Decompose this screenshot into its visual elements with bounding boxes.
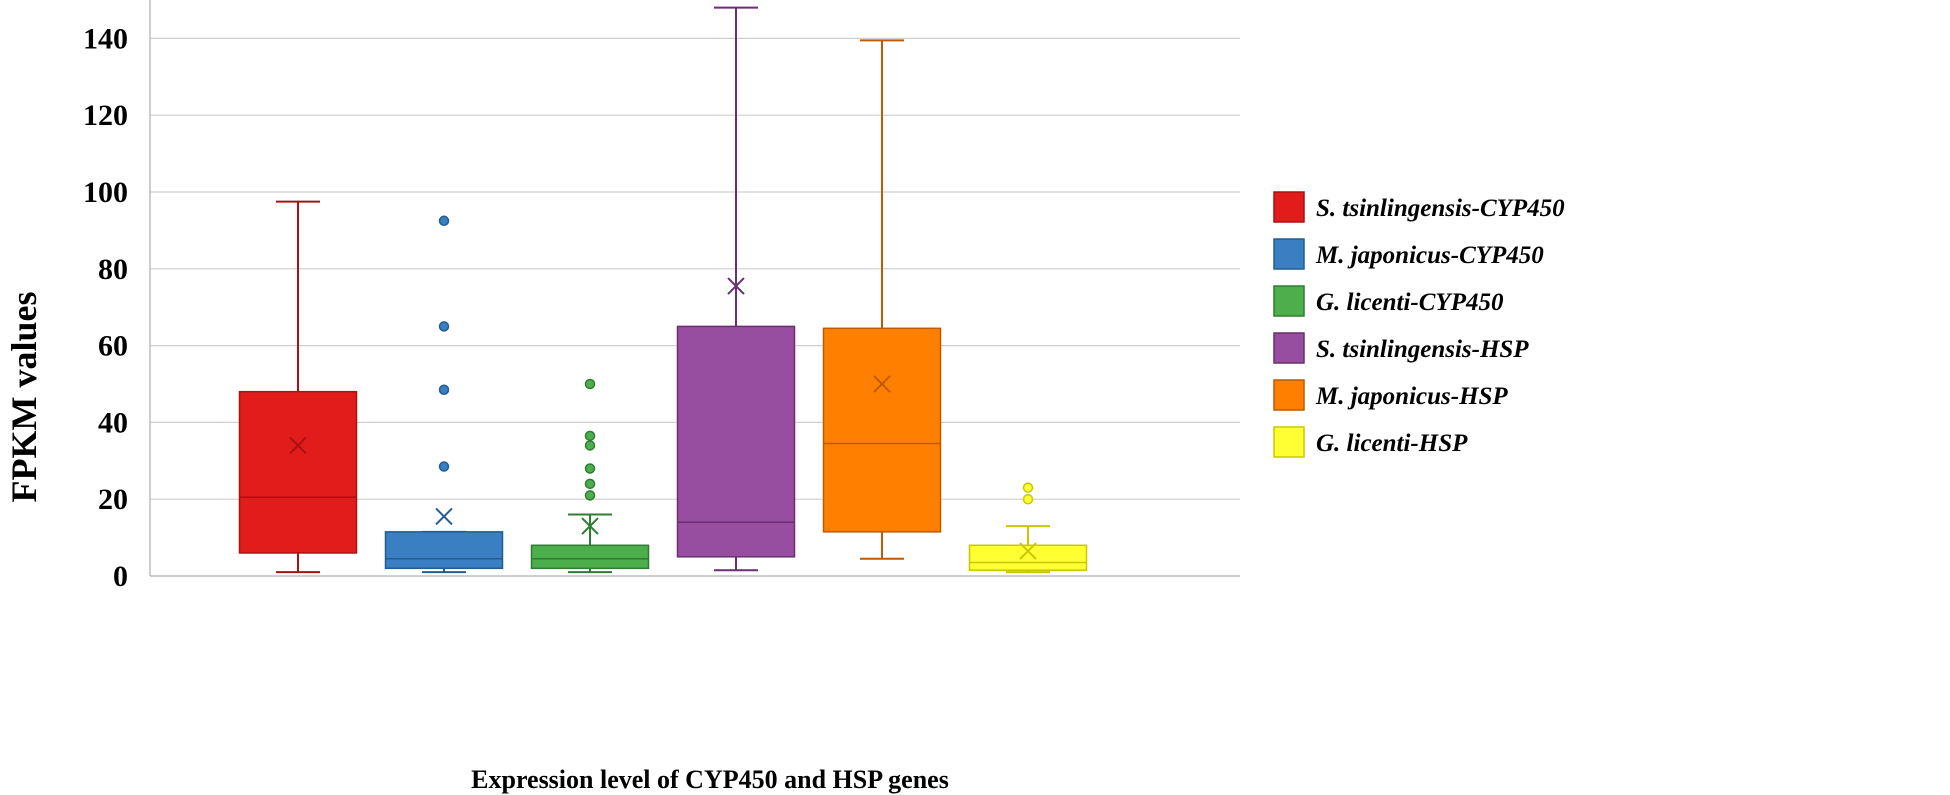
mean-marker [581, 517, 599, 535]
box-group [384, 215, 504, 574]
outlier-point [584, 478, 596, 490]
y-axis-label: FPKM values [4, 292, 44, 503]
legend-label: G. licenti-CYP450 [1316, 289, 1504, 316]
legend-swatch [1273, 426, 1305, 458]
box-group [238, 200, 358, 574]
outlier-point [584, 463, 596, 474]
y-tick-label: 140 [83, 22, 128, 55]
outlier-point [584, 430, 596, 442]
mean-marker [1019, 542, 1037, 560]
outlier-point [438, 215, 450, 227]
box-series [238, 6, 1088, 574]
outlier-point [1022, 482, 1034, 493]
box [238, 390, 358, 554]
outlier-point [1022, 493, 1034, 505]
legend-item: M. japonicus-HSP [1273, 379, 1508, 411]
box-group [968, 482, 1088, 574]
legend-swatch [1273, 285, 1305, 317]
outlier-point [438, 321, 450, 332]
box-group [822, 39, 942, 560]
y-tick-labels: 0 20 40 60 80 100 120 140 [83, 22, 128, 593]
legend-item: M. japonicus-CYP450 [1273, 238, 1544, 270]
outlier-point [438, 461, 450, 472]
box-group [530, 378, 650, 574]
mean-marker [873, 375, 891, 393]
legend-swatch [1273, 238, 1305, 270]
legend-item: G. licenti-CYP450 [1273, 285, 1504, 317]
outlier-point [438, 384, 450, 396]
box [384, 531, 504, 570]
legend-label: S. tsinlingensis-CYP450 [1316, 195, 1565, 222]
y-tick-label: 60 [98, 330, 128, 363]
outlier-point [584, 378, 596, 390]
legend-label: M. japonicus-CYP450 [1315, 242, 1544, 269]
legend-label: G. licenti-HSP [1316, 430, 1468, 457]
legend: S. tsinlingensis-CYP450 M. japonicus-CYP4… [1273, 191, 1565, 458]
mean-marker [727, 277, 745, 295]
box [530, 544, 650, 570]
legend-swatch [1273, 379, 1305, 411]
outlier-point [584, 490, 596, 501]
box [676, 325, 796, 558]
y-tick-label: 40 [98, 406, 128, 439]
x-axis-label: Expression level of CYP450 and HSP genes [471, 765, 949, 794]
legend-swatch [1273, 332, 1305, 364]
y-tick-label: 120 [83, 99, 128, 132]
y-tick-label: 20 [98, 483, 128, 516]
legend-swatch [1273, 191, 1305, 223]
legend-item: S. tsinlingensis-HSP [1273, 332, 1529, 364]
legend-item: S. tsinlingensis-CYP450 [1273, 191, 1565, 223]
y-tick-label: 100 [83, 176, 128, 209]
y-tick-label: 0 [113, 560, 128, 593]
axes [149, 0, 1240, 577]
mean-marker [289, 436, 307, 455]
legend-item: G. licenti-HSP [1273, 426, 1468, 458]
mean-marker [435, 507, 453, 526]
y-tick-label: 80 [98, 253, 128, 286]
outlier-point [584, 440, 596, 451]
box-group [676, 6, 796, 572]
box [968, 544, 1088, 571]
legend-label: M. japonicus-HSP [1315, 383, 1508, 410]
legend-label: S. tsinlingensis-HSP [1316, 336, 1529, 363]
box [822, 327, 942, 533]
